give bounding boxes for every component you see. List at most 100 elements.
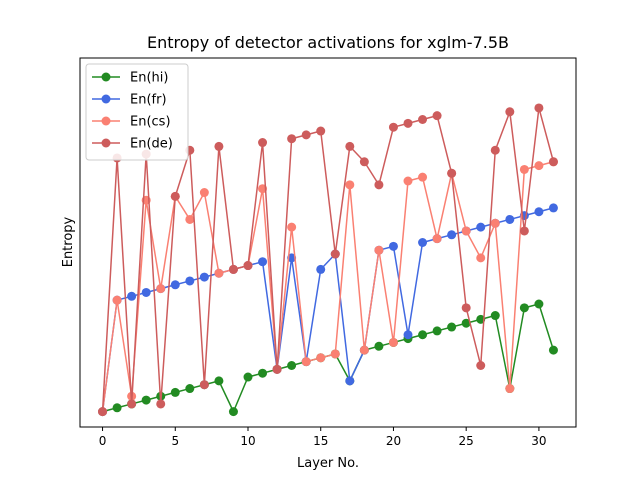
data-point	[301, 130, 311, 140]
data-point	[388, 337, 398, 347]
data-point	[461, 226, 471, 236]
legend-item: En(hi)	[92, 71, 168, 86]
data-point	[418, 330, 428, 340]
data-point	[505, 384, 515, 394]
x-axis-ticks: 0 5 10 15 20 25 30	[99, 427, 547, 448]
data-point	[127, 399, 137, 409]
data-point	[461, 318, 471, 328]
data-point	[214, 141, 224, 151]
data-point	[418, 238, 428, 247]
data-point	[258, 138, 268, 148]
data-point	[272, 364, 282, 374]
chart-marks	[98, 103, 558, 417]
data-point	[418, 115, 428, 124]
data-point	[185, 276, 195, 286]
y-axis-label: Entropy	[61, 216, 76, 267]
data-point	[228, 264, 238, 274]
chart-legend: En(hi) En(fr) En(cs) En(de)	[85, 63, 189, 161]
legend-item: En(de)	[92, 137, 173, 152]
data-point	[228, 407, 238, 417]
data-point	[476, 361, 486, 370]
data-point	[418, 172, 428, 182]
data-point	[112, 403, 122, 413]
x-tick-label: 15	[313, 434, 328, 448]
data-point	[127, 291, 137, 301]
chart-title: Entropy of detector activations for xglm…	[147, 33, 509, 52]
data-point	[359, 157, 369, 167]
data-point	[490, 218, 500, 228]
data-point	[258, 368, 268, 378]
data-point	[287, 361, 297, 370]
data-point	[185, 214, 195, 224]
data-point	[388, 122, 398, 132]
data-point	[388, 241, 398, 251]
data-point	[403, 118, 413, 128]
x-tick-label: 25	[459, 434, 474, 448]
data-point	[461, 303, 471, 313]
legend-marker	[101, 72, 111, 82]
x-tick-label: 20	[386, 434, 401, 448]
data-point	[214, 268, 224, 278]
data-point	[432, 326, 442, 336]
data-point	[505, 214, 515, 224]
plot-frame	[79, 57, 577, 428]
data-point	[287, 134, 297, 144]
data-point	[519, 226, 529, 236]
data-point	[156, 399, 166, 409]
data-point	[534, 299, 544, 309]
data-point	[447, 322, 457, 332]
data-point	[432, 111, 442, 121]
legend-marker	[101, 138, 111, 148]
data-point	[359, 345, 369, 355]
data-point	[301, 357, 311, 367]
legend-label: En(cs)	[130, 115, 171, 130]
data-point	[447, 168, 457, 178]
legend-marker	[101, 94, 111, 104]
data-point	[185, 384, 195, 394]
data-point	[403, 176, 413, 186]
x-tick-label: 30	[531, 434, 546, 448]
data-point	[490, 145, 500, 155]
data-point	[170, 191, 180, 201]
data-point	[112, 295, 122, 305]
data-point	[214, 376, 224, 386]
x-tick-label: 0	[99, 434, 107, 448]
data-point	[548, 345, 558, 355]
data-point	[156, 284, 166, 294]
data-point	[199, 272, 209, 282]
data-point	[403, 330, 413, 340]
data-point	[505, 107, 515, 117]
data-point	[170, 280, 180, 290]
x-axis-label: Layer No.	[297, 456, 359, 471]
legend-marker	[101, 116, 111, 126]
data-point	[316, 264, 326, 274]
data-point	[345, 180, 355, 190]
data-point	[141, 287, 151, 297]
legend-label: En(de)	[130, 137, 173, 152]
data-point	[98, 407, 108, 417]
data-point	[374, 341, 384, 351]
data-point	[534, 103, 544, 113]
series-line-3	[101, 107, 555, 412]
data-point	[476, 222, 486, 232]
data-point	[243, 372, 253, 382]
data-point	[330, 249, 340, 259]
data-point	[432, 234, 442, 244]
data-point	[519, 303, 529, 313]
data-point	[330, 349, 340, 359]
legend-item: En(cs)	[92, 115, 171, 130]
data-point	[141, 395, 151, 405]
data-point	[316, 126, 326, 136]
data-point	[534, 207, 544, 217]
legend-label: En(hi)	[130, 71, 168, 86]
data-point	[316, 353, 326, 363]
data-point	[287, 222, 297, 232]
data-point	[476, 253, 486, 263]
data-point	[374, 180, 384, 190]
series-line-2	[101, 161, 554, 412]
data-point	[243, 261, 253, 271]
data-point	[534, 161, 544, 171]
x-tick-label: 10	[240, 434, 255, 448]
data-point	[548, 203, 558, 213]
legend-box	[85, 63, 189, 161]
